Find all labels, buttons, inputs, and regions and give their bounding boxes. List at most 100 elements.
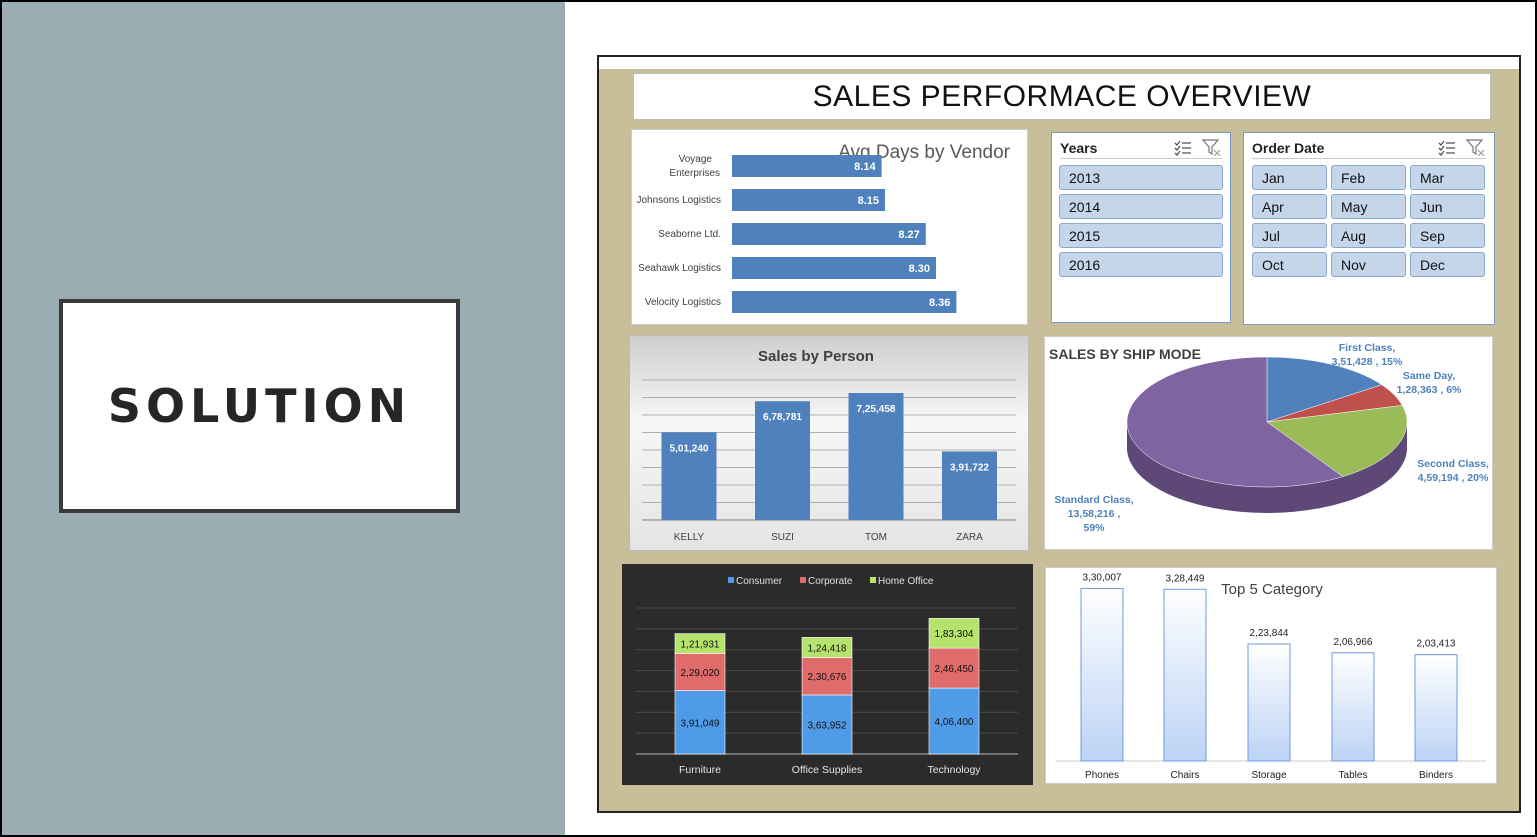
shipmode-chart-panel[interactable]: SALES BY SHIP MODE First Class, 3,51,428 ,…: [1044, 336, 1493, 550]
year-option-2014[interactable]: 2014: [1059, 194, 1223, 219]
data-label: 2,29,020: [681, 668, 720, 679]
years-slicer-title: Years: [1060, 139, 1098, 156]
month-option-apr[interactable]: Apr: [1252, 194, 1327, 219]
order-date-slicer-header: Order Date: [1252, 137, 1486, 159]
order-date-slicer-icons: [1438, 138, 1486, 157]
order-date-slicer: Order Date Jan Feb Mar Apr May Jun Jul Aug Sep Oc…: [1243, 132, 1495, 325]
category-chart: Top 5 Category 3,30,007 Phones 3,28,449 Chai…: [1056, 572, 1486, 781]
category-label: Tables: [1339, 770, 1368, 781]
month-option-feb[interactable]: Feb: [1331, 165, 1406, 190]
years-slicer-header: Years: [1060, 137, 1222, 159]
month-option-oct[interactable]: Oct: [1252, 252, 1327, 277]
category-label: Binders: [1419, 770, 1453, 781]
category-label: Chairs: [1171, 770, 1200, 781]
category-label: Storage: [1251, 770, 1286, 781]
category-label: KELLY: [674, 532, 705, 543]
bar: [942, 451, 997, 520]
bar: [732, 223, 926, 245]
month-option-nov[interactable]: Nov: [1331, 252, 1406, 277]
chart-title: SALES BY SHIP MODE: [1049, 346, 1201, 362]
data-label: 8.14: [854, 161, 876, 173]
pie-slice: [1266, 356, 1383, 423]
category-label: Furniture: [679, 764, 721, 776]
year-option-2013[interactable]: 2013: [1059, 165, 1223, 190]
category-label: Enterprises: [669, 168, 720, 179]
month-option-jun[interactable]: Jun: [1410, 194, 1485, 219]
bar: [755, 401, 810, 520]
data-label: 1,21,931: [681, 640, 720, 651]
legend-label: Corporate: [808, 576, 853, 587]
data-label: 7,25,458: [857, 404, 896, 415]
data-label: 6,78,781: [763, 412, 802, 423]
pie-slice: [1126, 356, 1344, 488]
month-option-dec[interactable]: Dec: [1410, 252, 1485, 277]
clear-filter-icon[interactable]: [1466, 138, 1486, 157]
bar: [1247, 643, 1291, 762]
data-label: 3,91,722: [950, 462, 989, 473]
month-option-may[interactable]: May: [1331, 194, 1406, 219]
bar: [732, 291, 957, 313]
multi-select-icon[interactable]: [1438, 140, 1456, 156]
data-label: 8.15: [858, 195, 879, 207]
bar-segment: [674, 633, 726, 654]
data-label: 13,58,216 ,: [1068, 508, 1121, 520]
legend-swatch: [870, 577, 876, 583]
data-label: 2,03,413: [1417, 639, 1456, 650]
bar: [661, 432, 717, 520]
bar: [732, 257, 936, 279]
month-option-aug[interactable]: Aug: [1331, 223, 1406, 248]
data-label: 4,06,400: [935, 717, 974, 728]
clear-filter-icon[interactable]: [1202, 138, 1222, 157]
data-label: 4,59,194 , 20%: [1418, 472, 1489, 484]
data-label: 8.27: [898, 229, 919, 241]
year-option-2016[interactable]: 2016: [1059, 252, 1223, 277]
chart-title: Sales by Person: [758, 348, 874, 365]
data-label: 2,23,844: [1250, 628, 1289, 639]
segment-chart-panel[interactable]: Consumer Corporate Home Office 3,91,049 2,29…: [622, 564, 1033, 785]
bar: [1163, 588, 1207, 762]
dashboard-title: SALES PERFORMACE OVERVIEW: [812, 79, 1312, 113]
person-chart: Sales by Person 5,01,240 KELLY 6,78,781 SUZI…: [642, 348, 1016, 543]
person-chart-panel[interactable]: Sales by Person 5,01,240 KELLY 6,78,781 SUZI…: [629, 335, 1029, 551]
month-option-mar[interactable]: Mar: [1410, 165, 1485, 190]
category-label: Phones: [1085, 770, 1119, 781]
dashboard-title-panel: SALES PERFORMACE OVERVIEW: [633, 73, 1491, 120]
category-chart-panel[interactable]: Top 5 Category 3,30,007 Phones 3,28,449 Chai…: [1045, 567, 1497, 784]
left-panel: SOLUTION: [2, 2, 565, 835]
bar-segment: [928, 687, 980, 755]
bar-segment: [928, 647, 980, 689]
multi-select-icon[interactable]: [1174, 140, 1192, 156]
data-label: 3,63,952: [808, 720, 847, 731]
data-label: Second Class,: [1417, 458, 1489, 470]
bar-segment: [801, 657, 853, 696]
bar: [1331, 652, 1375, 762]
data-label: 1,83,304: [935, 629, 974, 640]
category-label: Velocity Logistics: [645, 297, 721, 308]
month-option-jan[interactable]: Jan: [1252, 165, 1327, 190]
bar: [732, 189, 885, 211]
data-label: Same Day,: [1403, 370, 1455, 382]
legend-label: Home Office: [878, 576, 934, 587]
legend-swatch: [800, 577, 806, 583]
bar-segment: [801, 637, 853, 658]
bar: [1414, 654, 1458, 762]
vendor-chart-panel[interactable]: Avg Days by Vendor 8.14 Voyage Enterprises 8…: [631, 129, 1028, 325]
category-label: Johnsons Logistics: [637, 195, 722, 206]
legend-label: Consumer: [736, 576, 783, 587]
pie-slice: [1266, 405, 1408, 477]
year-option-2015[interactable]: 2015: [1059, 223, 1223, 248]
month-option-sep[interactable]: Sep: [1410, 223, 1485, 248]
category-label: SUZI: [771, 532, 794, 543]
month-option-jul[interactable]: Jul: [1252, 223, 1327, 248]
category-label: Office Supplies: [792, 764, 862, 776]
category-label: Technology: [927, 764, 981, 776]
data-label: 3,91,049: [681, 718, 720, 729]
legend-swatch: [728, 577, 734, 583]
category-label: ZARA: [956, 532, 983, 543]
data-label: First Class,: [1339, 342, 1396, 354]
category-label: Seahawk Logistics: [638, 263, 721, 274]
data-label: 1,28,363 , 6%: [1397, 384, 1462, 396]
data-label: 3,30,007: [1083, 572, 1122, 583]
bar-segment: [674, 690, 726, 755]
data-label: 5,01,240: [670, 443, 709, 454]
